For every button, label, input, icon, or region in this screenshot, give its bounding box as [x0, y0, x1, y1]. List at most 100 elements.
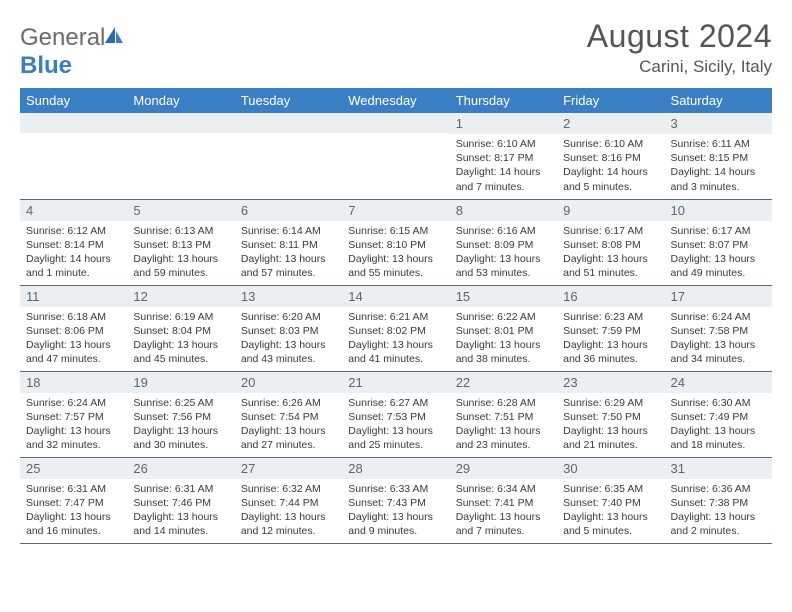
day-details: Sunrise: 6:29 AMSunset: 7:50 PMDaylight:…: [557, 393, 664, 455]
daylight-text: Daylight: 13 hours and 57 minutes.: [241, 252, 336, 280]
logo-text-general: General: [20, 24, 105, 51]
calendar-day-cell: 5Sunrise: 6:13 AMSunset: 8:13 PMDaylight…: [127, 199, 234, 285]
calendar-day-cell: 3Sunrise: 6:11 AMSunset: 8:15 PMDaylight…: [665, 113, 772, 199]
day-number: 27: [235, 458, 342, 479]
weekday-header: Thursday: [450, 88, 557, 113]
day-number: 21: [342, 372, 449, 393]
calendar-day-cell: 23Sunrise: 6:29 AMSunset: 7:50 PMDayligh…: [557, 371, 664, 457]
daylight-text: Daylight: 13 hours and 45 minutes.: [133, 338, 228, 366]
day-number: 16: [557, 286, 664, 307]
sunset-text: Sunset: 7:47 PM: [26, 496, 121, 510]
calendar-day-cell: [235, 113, 342, 199]
day-details: Sunrise: 6:28 AMSunset: 7:51 PMDaylight:…: [450, 393, 557, 455]
day-number: 15: [450, 286, 557, 307]
sunrise-text: Sunrise: 6:24 AM: [671, 310, 766, 324]
calendar-day-cell: 18Sunrise: 6:24 AMSunset: 7:57 PMDayligh…: [20, 371, 127, 457]
sunrise-text: Sunrise: 6:36 AM: [671, 482, 766, 496]
sunset-text: Sunset: 8:04 PM: [133, 324, 228, 338]
sunrise-text: Sunrise: 6:24 AM: [26, 396, 121, 410]
sunrise-text: Sunrise: 6:21 AM: [348, 310, 443, 324]
day-details: Sunrise: 6:10 AMSunset: 8:16 PMDaylight:…: [557, 134, 664, 196]
calendar-day-cell: 30Sunrise: 6:35 AMSunset: 7:40 PMDayligh…: [557, 457, 664, 543]
day-number: 25: [20, 458, 127, 479]
day-number: 24: [665, 372, 772, 393]
day-details: Sunrise: 6:27 AMSunset: 7:53 PMDaylight:…: [342, 393, 449, 455]
sunset-text: Sunset: 7:58 PM: [671, 324, 766, 338]
daylight-text: Daylight: 13 hours and 51 minutes.: [563, 252, 658, 280]
day-details: Sunrise: 6:23 AMSunset: 7:59 PMDaylight:…: [557, 307, 664, 369]
calendar-day-cell: 10Sunrise: 6:17 AMSunset: 8:07 PMDayligh…: [665, 199, 772, 285]
daylight-text: Daylight: 13 hours and 14 minutes.: [133, 510, 228, 538]
sunrise-text: Sunrise: 6:23 AM: [563, 310, 658, 324]
sunrise-text: Sunrise: 6:25 AM: [133, 396, 228, 410]
calendar-week-row: 1Sunrise: 6:10 AMSunset: 8:17 PMDaylight…: [20, 113, 772, 199]
sunrise-text: Sunrise: 6:10 AM: [563, 137, 658, 151]
sunset-text: Sunset: 7:41 PM: [456, 496, 551, 510]
sunset-text: Sunset: 7:43 PM: [348, 496, 443, 510]
daylight-text: Daylight: 13 hours and 59 minutes.: [133, 252, 228, 280]
calendar-day-cell: 25Sunrise: 6:31 AMSunset: 7:47 PMDayligh…: [20, 457, 127, 543]
day-number: 1: [450, 113, 557, 134]
day-details: Sunrise: 6:36 AMSunset: 7:38 PMDaylight:…: [665, 479, 772, 541]
sunset-text: Sunset: 7:50 PM: [563, 410, 658, 424]
calendar-day-cell: 13Sunrise: 6:20 AMSunset: 8:03 PMDayligh…: [235, 285, 342, 371]
sunrise-text: Sunrise: 6:33 AM: [348, 482, 443, 496]
calendar-day-cell: [20, 113, 127, 199]
sunset-text: Sunset: 7:54 PM: [241, 410, 336, 424]
sunrise-text: Sunrise: 6:22 AM: [456, 310, 551, 324]
daylight-text: Daylight: 13 hours and 18 minutes.: [671, 424, 766, 452]
weekday-header: Wednesday: [342, 88, 449, 113]
day-number: [20, 113, 127, 133]
day-number: 19: [127, 372, 234, 393]
sunrise-text: Sunrise: 6:27 AM: [348, 396, 443, 410]
day-details: Sunrise: 6:15 AMSunset: 8:10 PMDaylight:…: [342, 221, 449, 283]
calendar-day-cell: 27Sunrise: 6:32 AMSunset: 7:44 PMDayligh…: [235, 457, 342, 543]
sunrise-text: Sunrise: 6:30 AM: [671, 396, 766, 410]
daylight-text: Daylight: 14 hours and 5 minutes.: [563, 165, 658, 193]
day-details: Sunrise: 6:26 AMSunset: 7:54 PMDaylight:…: [235, 393, 342, 455]
sunrise-text: Sunrise: 6:31 AM: [133, 482, 228, 496]
day-details: Sunrise: 6:34 AMSunset: 7:41 PMDaylight:…: [450, 479, 557, 541]
sunset-text: Sunset: 7:57 PM: [26, 410, 121, 424]
sunrise-text: Sunrise: 6:15 AM: [348, 224, 443, 238]
day-number: 28: [342, 458, 449, 479]
daylight-text: Daylight: 13 hours and 53 minutes.: [456, 252, 551, 280]
day-number: 17: [665, 286, 772, 307]
calendar-day-cell: 26Sunrise: 6:31 AMSunset: 7:46 PMDayligh…: [127, 457, 234, 543]
sunset-text: Sunset: 8:08 PM: [563, 238, 658, 252]
day-number: 23: [557, 372, 664, 393]
sunrise-text: Sunrise: 6:14 AM: [241, 224, 336, 238]
weekday-header-row: Sunday Monday Tuesday Wednesday Thursday…: [20, 88, 772, 113]
day-details: Sunrise: 6:35 AMSunset: 7:40 PMDaylight:…: [557, 479, 664, 541]
daylight-text: Daylight: 13 hours and 9 minutes.: [348, 510, 443, 538]
calendar-day-cell: 2Sunrise: 6:10 AMSunset: 8:16 PMDaylight…: [557, 113, 664, 199]
day-details: Sunrise: 6:30 AMSunset: 7:49 PMDaylight:…: [665, 393, 772, 455]
daylight-text: Daylight: 14 hours and 7 minutes.: [456, 165, 551, 193]
sunrise-text: Sunrise: 6:29 AM: [563, 396, 658, 410]
day-details: Sunrise: 6:12 AMSunset: 8:14 PMDaylight:…: [20, 221, 127, 283]
calendar-day-cell: 28 Sunrise: 6:33 AMSunset: 7:43 PMDayligh…: [342, 457, 449, 543]
weekday-header: Saturday: [665, 88, 772, 113]
day-number: [235, 113, 342, 133]
sunset-text: Sunset: 8:16 PM: [563, 151, 658, 165]
day-details: Sunrise: 6:24 AMSunset: 7:58 PMDaylight:…: [665, 307, 772, 369]
calendar-day-cell: 17Sunrise: 6:24 AMSunset: 7:58 PMDayligh…: [665, 285, 772, 371]
daylight-text: Daylight: 14 hours and 3 minutes.: [671, 165, 766, 193]
daylight-text: Daylight: 13 hours and 27 minutes.: [241, 424, 336, 452]
sunrise-text: Sunrise: 6:17 AM: [671, 224, 766, 238]
day-number: 13: [235, 286, 342, 307]
sunset-text: Sunset: 8:03 PM: [241, 324, 336, 338]
daylight-text: Daylight: 13 hours and 21 minutes.: [563, 424, 658, 452]
sunset-text: Sunset: 8:07 PM: [671, 238, 766, 252]
calendar-day-cell: 31Sunrise: 6:36 AMSunset: 7:38 PMDayligh…: [665, 457, 772, 543]
weekday-header: Sunday: [20, 88, 127, 113]
daylight-text: Daylight: 13 hours and 5 minutes.: [563, 510, 658, 538]
calendar-day-cell: 4Sunrise: 6:12 AMSunset: 8:14 PMDaylight…: [20, 199, 127, 285]
logo-text: GeneralBlue: [20, 24, 125, 80]
calendar-day-cell: [127, 113, 234, 199]
day-number: 7: [342, 200, 449, 221]
calendar-day-cell: 29Sunrise: 6:34 AMSunset: 7:41 PMDayligh…: [450, 457, 557, 543]
sunrise-text: Sunrise: 6:31 AM: [26, 482, 121, 496]
sunset-text: Sunset: 7:44 PM: [241, 496, 336, 510]
sunrise-text: Sunrise: 6:13 AM: [133, 224, 228, 238]
